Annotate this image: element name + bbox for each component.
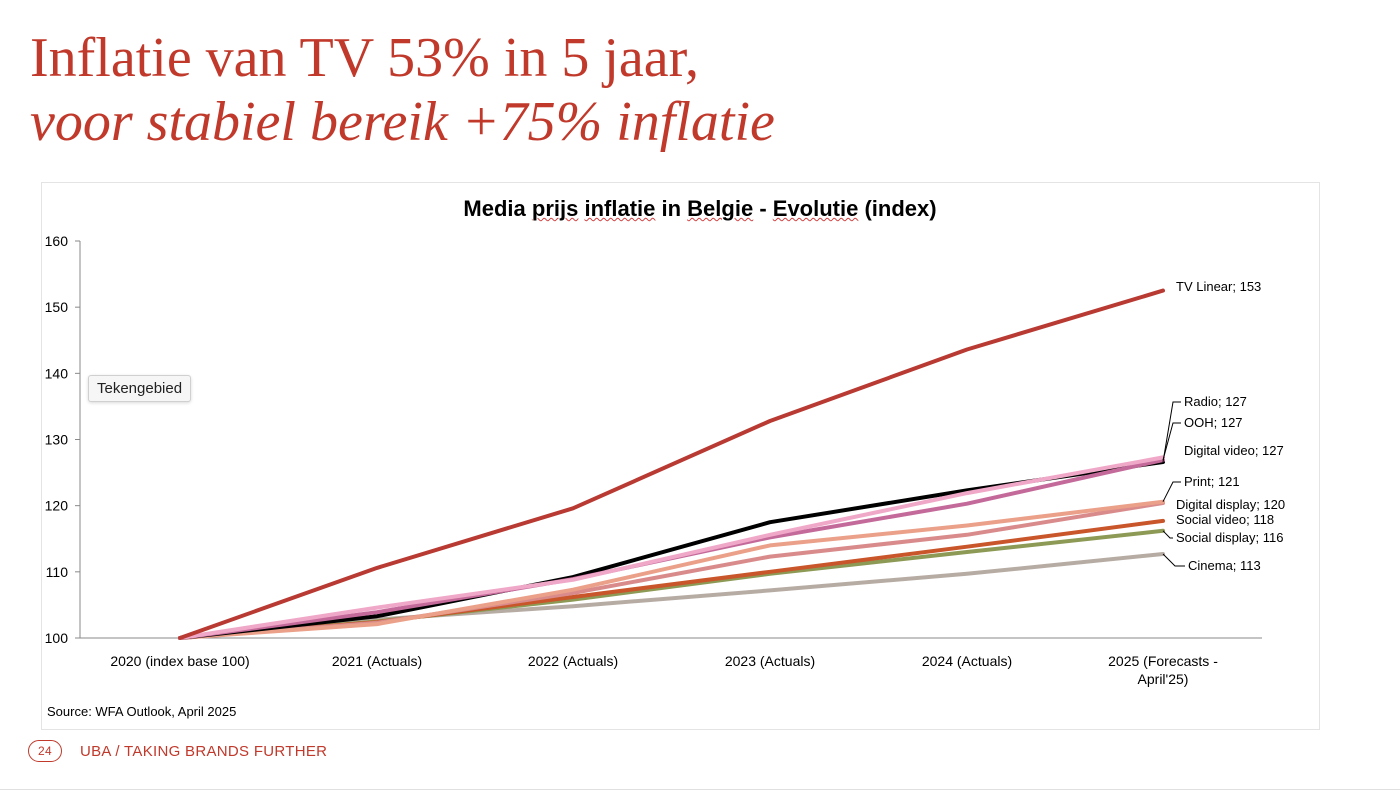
chart-title-part: prijs — [531, 196, 579, 221]
plot-area-tooltip: Tekengebied — [88, 375, 192, 402]
page-number: 24 — [28, 740, 62, 762]
x-tick-label: 2023 (Actuals) — [725, 653, 815, 669]
chart-title-part: in — [655, 196, 688, 221]
y-tick-label: 110 — [46, 564, 69, 580]
y-tick-label: 150 — [45, 299, 69, 315]
chart-title-part: inflatie — [584, 196, 656, 221]
slide-title-line2: voor stabiel bereik +75% inflatie — [30, 91, 775, 153]
leader-line-ooh — [1162, 422, 1181, 461]
x-tick-label: 2025 (Forecasts - — [1108, 653, 1218, 669]
data-label-digital-video: Digital video; 127 — [1184, 443, 1284, 458]
data-label-digital-display: Digital display; 120 — [1176, 497, 1285, 512]
chart-title: Media prijs inflatie in Belgie - Evoluti… — [0, 196, 1400, 222]
x-tick-label: April'25) — [1138, 671, 1189, 687]
chart-title-part: Belgie — [687, 196, 754, 221]
x-tick-label: 2024 (Actuals) — [922, 653, 1012, 669]
x-tick-label: 2020 (index base 100) — [110, 653, 249, 669]
leader-line-print — [1162, 481, 1181, 502]
chart-title-part: (index) — [858, 196, 937, 221]
data-label-tv-linear: TV Linear; 153 — [1176, 279, 1261, 294]
chart-area[interactable] — [41, 182, 1320, 730]
chart-title-part: Media — [463, 196, 532, 221]
y-tick-label: 120 — [45, 498, 69, 514]
leader-line-social-display — [1162, 530, 1173, 539]
series-line-digital-video — [178, 455, 1165, 640]
footer: 24 UBA / TAKING BRANDS FURTHER — [28, 740, 327, 762]
chart-title-part: Evolutie — [772, 196, 859, 221]
slide-title: Inflatie van TV 53% in 5 jaar, voor stab… — [30, 26, 775, 154]
leader-line-radio — [1162, 401, 1181, 463]
y-tick-label: 130 — [45, 432, 69, 448]
series-line-print — [178, 499, 1165, 640]
x-tick-label: 2021 (Actuals) — [332, 653, 422, 669]
leader-line-cinema — [1162, 553, 1185, 567]
data-label-cinema: Cinema; 113 — [1188, 558, 1261, 573]
slide-title-line1: Inflatie van TV 53% in 5 jaar, — [30, 27, 700, 89]
y-tick-label: 140 — [45, 365, 69, 381]
chart-title-part: - — [753, 196, 773, 221]
series-line-radio — [178, 460, 1165, 640]
data-label-social-video: Social video; 118 — [1176, 512, 1274, 527]
x-tick-label: 2022 (Actuals) — [528, 653, 618, 669]
source-note: Source: WFA Outlook, April 2025 — [47, 704, 237, 719]
y-tick-label: 100 — [45, 630, 69, 646]
data-label-radio: Radio; 127 — [1184, 394, 1247, 409]
data-label-ooh: OOH; 127 — [1184, 415, 1243, 430]
series-line-tv-linear — [178, 288, 1165, 640]
data-label-social-display: Social display; 116 — [1176, 530, 1283, 545]
footer-brand: UBA / TAKING BRANDS FURTHER — [80, 742, 328, 760]
data-label-print: Print; 121 — [1184, 474, 1240, 489]
y-tick-label: 160 — [45, 233, 69, 249]
bottom-divider — [0, 789, 1400, 790]
